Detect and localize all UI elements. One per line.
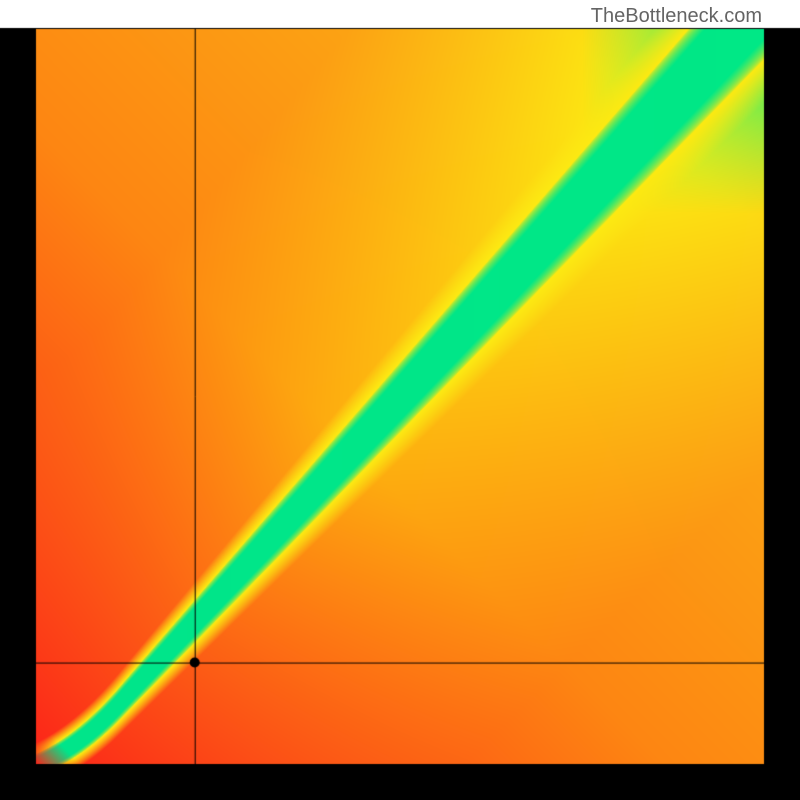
- heatmap-canvas: [0, 0, 800, 800]
- chart-container: TheBottleneck.com: [0, 0, 800, 800]
- attribution-text: TheBottleneck.com: [591, 5, 762, 28]
